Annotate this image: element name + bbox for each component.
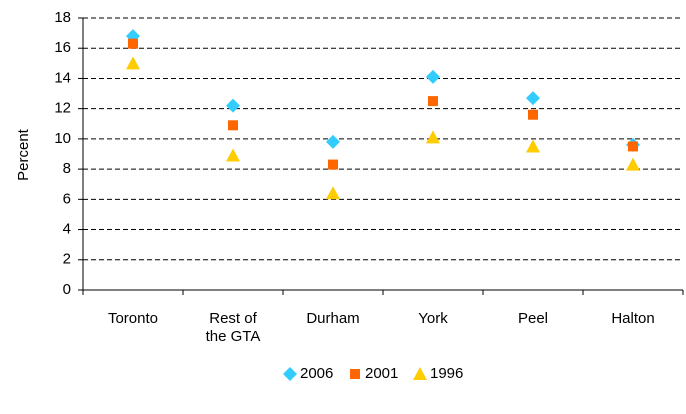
y-tick-label: 12 — [54, 100, 71, 117]
legend-label: 2006 — [300, 365, 333, 382]
legend-marker — [413, 367, 427, 380]
point — [628, 141, 638, 152]
point — [326, 134, 340, 149]
x-tick-label: Peel — [517, 310, 549, 327]
point — [226, 148, 240, 162]
point — [228, 120, 238, 131]
y-tick-label: 16 — [54, 39, 71, 56]
point — [526, 91, 540, 106]
y-tick-label: 4 — [63, 221, 71, 238]
y-tick-label: 14 — [54, 69, 71, 86]
x-tick-label: Toronto — [107, 310, 159, 327]
y-tick-label: 18 — [54, 9, 71, 26]
point — [326, 186, 340, 200]
y-tick-label: 8 — [63, 160, 71, 177]
x-tick-label: Durham — [306, 310, 360, 327]
point — [328, 159, 338, 170]
point — [626, 157, 640, 171]
legend-label: 2001 — [365, 365, 398, 382]
y-axis-label: Percent — [15, 128, 32, 181]
y-tick-label: 0 — [63, 281, 71, 298]
x-tick-label: York — [418, 310, 448, 327]
point — [428, 96, 438, 107]
point — [426, 130, 440, 144]
x-tick-label: Rest of the GTA — [205, 310, 261, 345]
point — [128, 38, 138, 49]
point — [426, 69, 440, 84]
legend-label: 1996 — [430, 365, 463, 382]
point — [126, 56, 140, 70]
point — [226, 98, 240, 113]
point — [526, 139, 540, 153]
point — [528, 109, 538, 120]
legend-marker — [283, 367, 297, 381]
legend-marker — [350, 369, 360, 379]
y-tick-label: 6 — [63, 190, 71, 207]
y-tick-label: 2 — [63, 251, 71, 268]
x-tick-label: Halton — [611, 310, 655, 327]
y-tick-label: 10 — [54, 130, 71, 147]
